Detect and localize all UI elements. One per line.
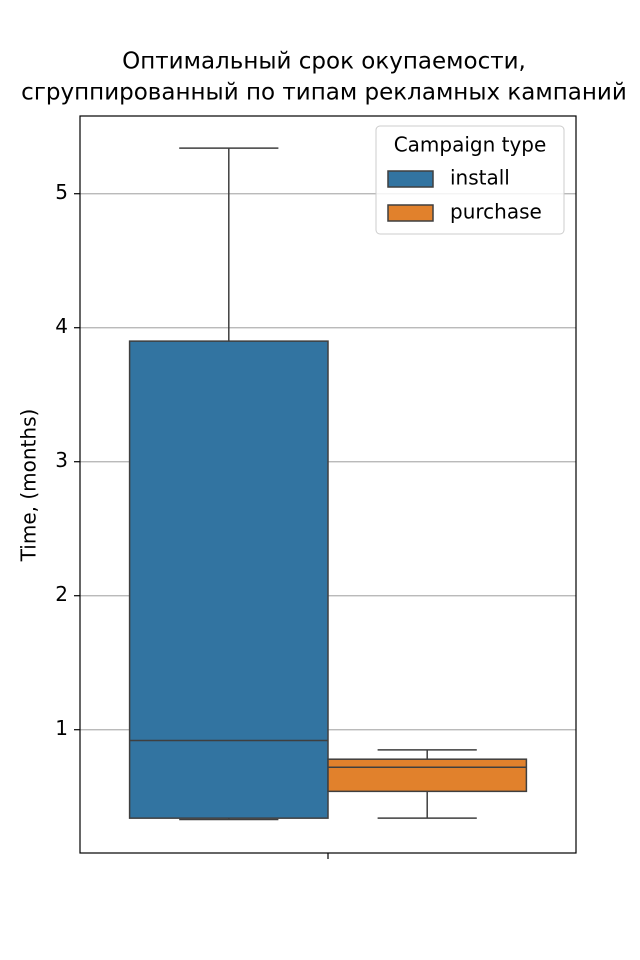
legend-swatch bbox=[387, 170, 434, 188]
legend-label: install bbox=[450, 166, 510, 190]
box bbox=[327, 758, 528, 793]
plot-frame bbox=[79, 115, 577, 854]
y-tick-label: 3 bbox=[55, 448, 68, 472]
y-tick-label: 1 bbox=[55, 716, 68, 740]
y-axis-label: Time, (months) bbox=[17, 409, 41, 563]
legend-label: purchase bbox=[450, 200, 542, 224]
legend-title: Campaign type bbox=[394, 133, 547, 157]
chart-title: Оптимальный срок окупаемости, bbox=[122, 49, 526, 75]
y-tick-label: 5 bbox=[55, 180, 68, 204]
y-tick-label: 4 bbox=[55, 314, 68, 338]
legend-swatch bbox=[387, 204, 434, 222]
box bbox=[128, 340, 329, 819]
chart-title: сгруппированный по типам рекламных кампа… bbox=[21, 80, 627, 106]
y-tick-label: 2 bbox=[55, 582, 68, 606]
